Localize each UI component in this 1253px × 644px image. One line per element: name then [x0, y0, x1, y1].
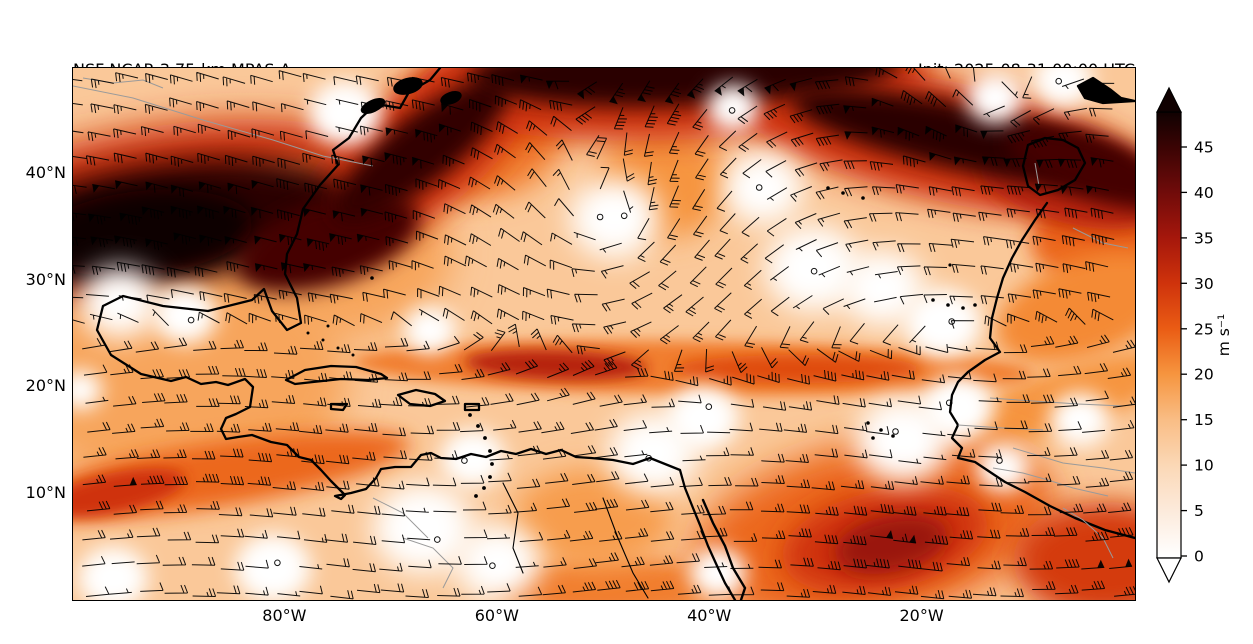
colorbar-gradient-bar — [1156, 111, 1182, 559]
colorbar-tick-label: 0 — [1194, 548, 1204, 566]
colorbar-tick-label: 15 — [1194, 411, 1214, 429]
colorbar: 0 5 10 15 20 25 30 35 40 45 m s⁻¹ — [1156, 86, 1233, 584]
colorbar-tick-label: 35 — [1194, 229, 1214, 247]
rivers — [502, 482, 747, 600]
colorbar-tick-label: 10 — [1194, 457, 1214, 475]
wind-barbs — [73, 68, 1135, 600]
shear-map — [73, 68, 1135, 600]
lat-tick-label: 10°N — [25, 482, 66, 502]
map-panel — [72, 67, 1136, 601]
wind-barbs-layer — [73, 68, 1135, 600]
colorbar-extend-min-arrow — [1156, 557, 1182, 584]
colorbar-tick-label: 45 — [1194, 139, 1214, 157]
lat-tick-label: 20°N — [25, 376, 66, 396]
lat-tick-label: 40°N — [25, 163, 66, 183]
colorbar-extend-max-arrow — [1156, 86, 1182, 113]
calm-wind-circles — [187, 77, 1063, 570]
lon-tick-label: 20°W — [899, 606, 944, 625]
colorbar-tick-label: 25 — [1194, 320, 1214, 338]
shear-field-blobs — [73, 68, 1135, 600]
colorbar-unit-label: m s⁻¹ — [1215, 314, 1233, 357]
colorbar-tick-label: 40 — [1194, 184, 1214, 202]
lon-tick-label: 80°W — [262, 606, 307, 625]
colorbar-tick-label: 5 — [1194, 502, 1204, 520]
lat-tick-label: 30°N — [25, 269, 66, 289]
coastlines — [95, 68, 1135, 600]
colorbar-tick-label: 20 — [1194, 366, 1214, 384]
lon-tick-label: 40°W — [687, 606, 732, 625]
wind-barb-pennants — [88, 75, 1133, 568]
colorbar-tick-label: 30 — [1194, 275, 1214, 293]
colorbar-ticks: 0 5 10 15 20 25 30 35 40 45 — [1181, 139, 1214, 566]
lon-tick-label: 60°W — [474, 606, 519, 625]
